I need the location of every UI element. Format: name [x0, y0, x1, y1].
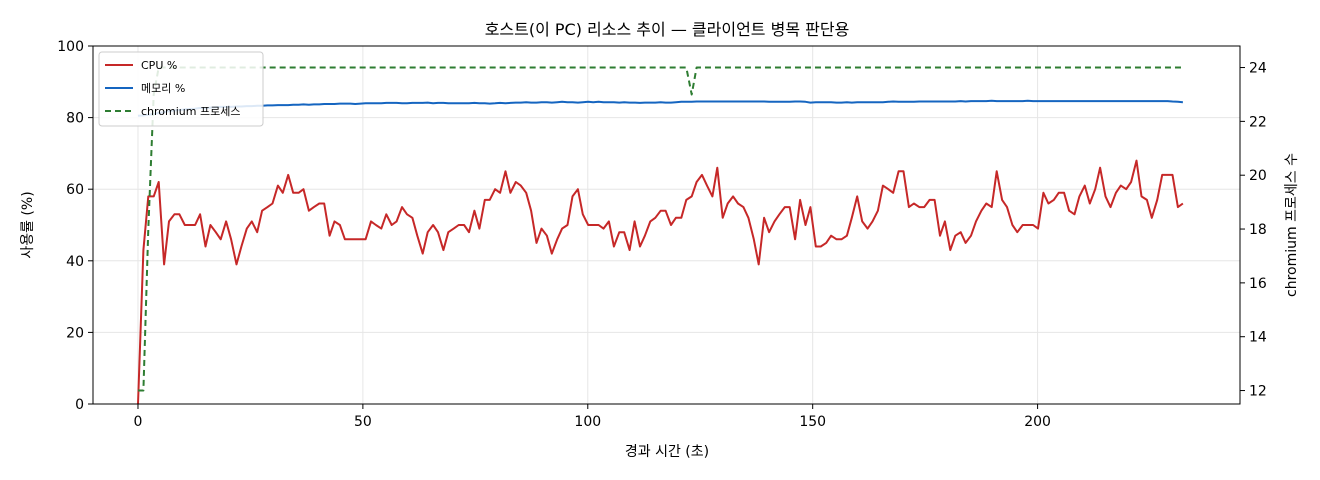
- x-tick-label: 100: [574, 414, 601, 430]
- series-line-0: [137, 159, 1184, 405]
- series-line-2: [138, 66, 1183, 392]
- y-tick-label: 60: [66, 182, 84, 198]
- y2-tick-label: 14: [1249, 330, 1267, 346]
- chart-title: 호스트(이 PC) 리소스 추이 — 클라이언트 병목 판단용: [485, 20, 850, 39]
- x-axis-label: 경과 시간 (초): [625, 444, 709, 460]
- y2-tick-label: 22: [1249, 114, 1267, 130]
- x-tick-label: 150: [799, 414, 826, 430]
- y-tick-label: 40: [66, 254, 84, 270]
- legend: CPU % 메모리 % chromium 프로세스: [98, 51, 264, 127]
- grid-layer: [93, 45, 1240, 405]
- y-tick-label: 100: [57, 39, 84, 55]
- y-tick-label: 0: [75, 397, 84, 413]
- y-tick-label: 80: [66, 111, 84, 127]
- y-tick-label: 20: [66, 325, 84, 341]
- x-axis: 0 50 100 150 200: [134, 404, 1051, 430]
- y-axis-label: 사용률 (%): [20, 191, 36, 258]
- y2-tick-label: 18: [1249, 222, 1267, 238]
- y2-tick-label: 16: [1249, 276, 1267, 292]
- y2-tick-label: 12: [1249, 384, 1267, 400]
- y2-tick-label: 20: [1249, 168, 1267, 184]
- y2-tick-label: 24: [1249, 61, 1267, 77]
- legend-label-1: 메모리 %: [141, 82, 185, 95]
- legend-label-2: chromium 프로세스: [141, 105, 240, 118]
- y2-axis-label: chromium 프로세스 수: [1284, 153, 1300, 297]
- y-axis-left: 0 20 40 60 80 100: [57, 39, 93, 413]
- plot-frame: [92, 45, 1241, 405]
- x-tick-label: 50: [354, 414, 372, 430]
- series-layer: [137, 66, 1184, 405]
- legend-label-0: CPU %: [141, 59, 177, 72]
- series-line-1: [137, 99, 1183, 117]
- legend-box: [98, 51, 264, 127]
- y-axis-right: 12 14 16 18 20 22 24: [1240, 61, 1267, 400]
- x-tick-label: 0: [134, 414, 143, 430]
- x-tick-label: 200: [1024, 414, 1051, 430]
